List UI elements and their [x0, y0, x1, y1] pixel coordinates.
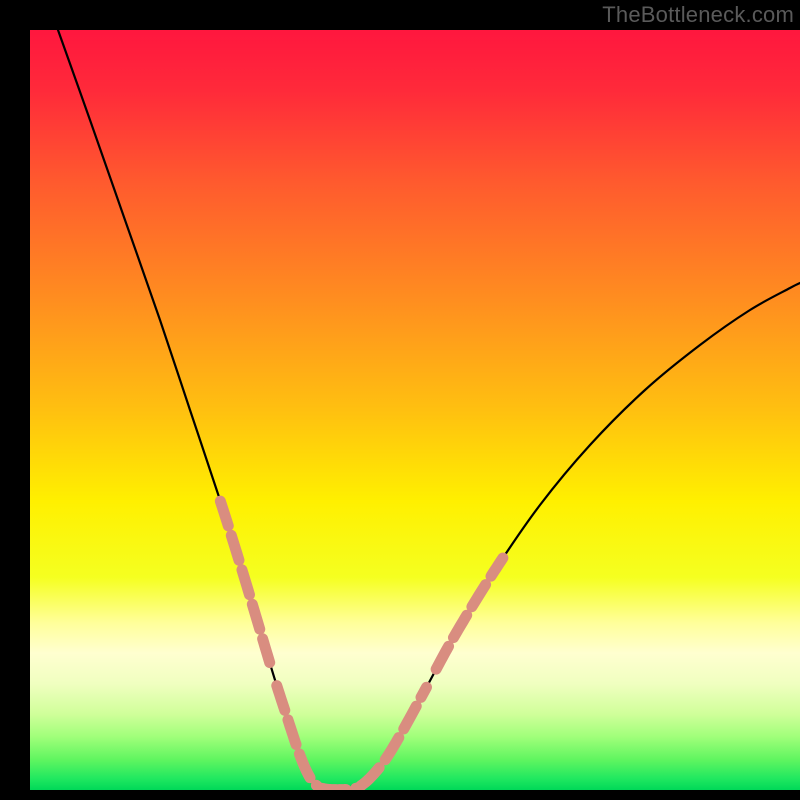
- watermark-text: TheBottleneck.com: [602, 2, 794, 28]
- highlight-run-0: [220, 501, 269, 662]
- highlight-run-1: [277, 686, 317, 786]
- curve-right-branch: [358, 283, 800, 788]
- highlight-run-2: [320, 788, 358, 790]
- highlight-run-3: [361, 687, 427, 786]
- plot-area: [30, 30, 800, 790]
- curve-left-branch: [58, 30, 320, 788]
- highlight-dashes: [220, 501, 503, 790]
- highlight-run-4: [436, 558, 503, 669]
- curve-layer: [30, 30, 800, 790]
